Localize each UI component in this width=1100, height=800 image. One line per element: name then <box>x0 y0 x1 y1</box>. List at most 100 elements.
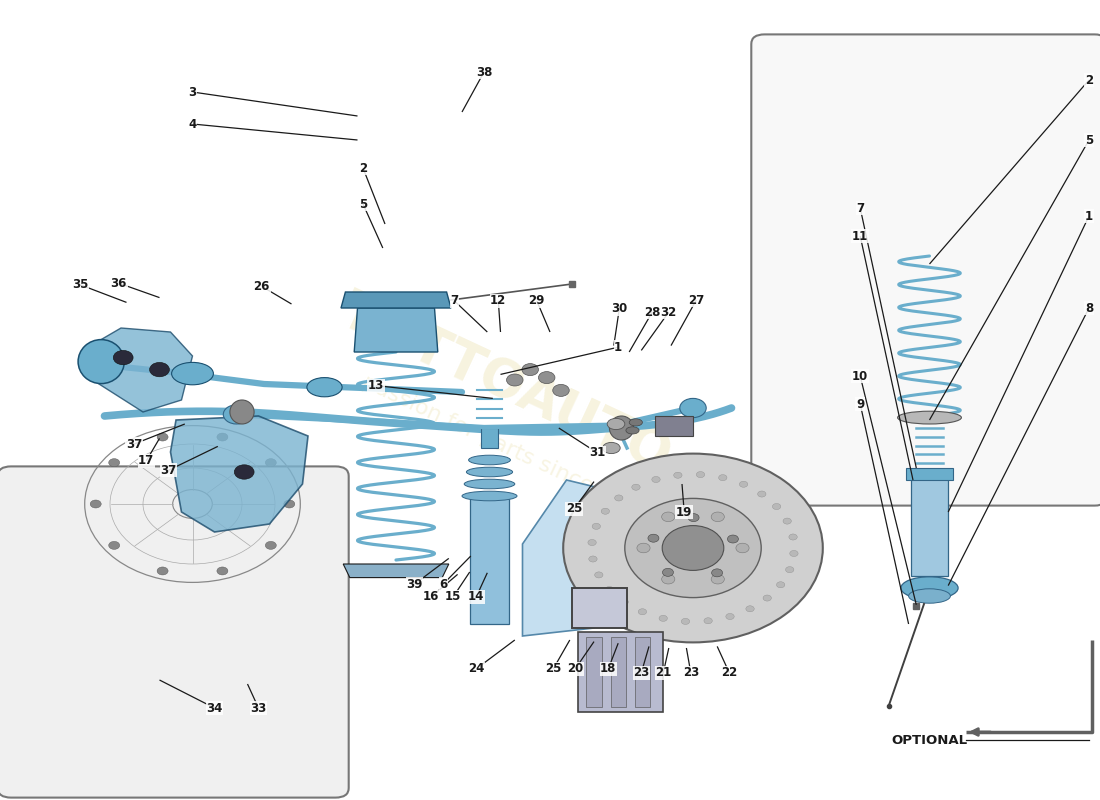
Ellipse shape <box>462 491 517 501</box>
Polygon shape <box>481 428 498 448</box>
Text: 8: 8 <box>1085 302 1093 314</box>
Circle shape <box>689 514 700 522</box>
Polygon shape <box>906 468 953 480</box>
Circle shape <box>662 568 673 576</box>
Circle shape <box>109 458 120 466</box>
Circle shape <box>777 582 784 588</box>
Text: 10: 10 <box>852 370 868 382</box>
Circle shape <box>662 526 724 570</box>
Ellipse shape <box>307 378 342 397</box>
Text: 12: 12 <box>491 294 506 307</box>
Circle shape <box>620 599 628 605</box>
Text: 29: 29 <box>529 294 544 307</box>
Text: passion for parts since 1995: passion for parts since 1995 <box>359 372 653 524</box>
Text: 1: 1 <box>614 341 623 354</box>
Circle shape <box>602 508 609 514</box>
Text: 35: 35 <box>73 278 88 291</box>
Circle shape <box>507 374 524 386</box>
Circle shape <box>605 586 614 593</box>
Ellipse shape <box>466 467 513 477</box>
Circle shape <box>652 477 660 482</box>
Text: 20: 20 <box>568 662 583 675</box>
Text: 5: 5 <box>359 198 367 210</box>
Text: 25: 25 <box>566 502 582 515</box>
Circle shape <box>704 618 713 624</box>
Circle shape <box>681 618 690 625</box>
Circle shape <box>625 498 761 598</box>
Text: 19: 19 <box>676 506 692 518</box>
Circle shape <box>673 472 682 478</box>
Circle shape <box>217 433 228 441</box>
Circle shape <box>563 454 823 642</box>
Text: 23: 23 <box>683 666 698 679</box>
Circle shape <box>727 535 738 543</box>
Circle shape <box>661 574 674 584</box>
Text: 1: 1 <box>1085 210 1093 222</box>
Circle shape <box>711 574 724 584</box>
Circle shape <box>638 609 647 614</box>
Text: 30: 30 <box>612 302 627 315</box>
Circle shape <box>712 569 723 577</box>
Polygon shape <box>911 472 948 576</box>
Ellipse shape <box>609 416 634 440</box>
Text: 37: 37 <box>161 464 176 477</box>
Polygon shape <box>470 496 509 624</box>
Ellipse shape <box>607 418 625 430</box>
Text: 36: 36 <box>111 277 126 290</box>
Circle shape <box>615 495 623 501</box>
Text: 33: 33 <box>251 702 266 714</box>
Polygon shape <box>343 564 449 578</box>
Circle shape <box>785 566 794 573</box>
Bar <box>586 637 602 707</box>
Text: 38: 38 <box>476 66 492 78</box>
Ellipse shape <box>230 400 254 424</box>
Circle shape <box>772 503 781 510</box>
Bar <box>635 637 650 707</box>
Circle shape <box>234 465 254 479</box>
Circle shape <box>157 433 168 441</box>
Circle shape <box>631 484 640 490</box>
FancyBboxPatch shape <box>751 34 1100 506</box>
Text: 23: 23 <box>634 666 649 679</box>
Circle shape <box>661 512 675 522</box>
Text: 14: 14 <box>469 590 484 603</box>
Text: 22: 22 <box>722 666 737 679</box>
Text: 32: 32 <box>661 306 676 318</box>
Circle shape <box>595 572 603 578</box>
Ellipse shape <box>469 455 510 465</box>
Text: 11: 11 <box>852 230 868 242</box>
Circle shape <box>736 543 749 553</box>
Text: 2: 2 <box>1085 74 1093 86</box>
Circle shape <box>763 595 771 601</box>
Circle shape <box>521 363 538 375</box>
Circle shape <box>711 512 724 522</box>
Text: 31: 31 <box>590 446 605 459</box>
Circle shape <box>726 614 734 619</box>
Circle shape <box>113 350 133 365</box>
Polygon shape <box>654 416 693 436</box>
Ellipse shape <box>464 479 515 489</box>
Circle shape <box>265 542 276 550</box>
Text: 9: 9 <box>856 398 865 410</box>
Circle shape <box>648 534 659 542</box>
Text: 7: 7 <box>856 202 865 214</box>
Text: 27: 27 <box>689 294 704 306</box>
Text: 7: 7 <box>450 294 459 307</box>
FancyBboxPatch shape <box>0 466 349 798</box>
Circle shape <box>592 523 601 530</box>
Circle shape <box>659 615 668 622</box>
Text: 34: 34 <box>207 702 222 714</box>
Ellipse shape <box>78 339 124 383</box>
Text: 37: 37 <box>126 438 142 450</box>
Circle shape <box>718 474 727 481</box>
Text: 6: 6 <box>439 578 448 590</box>
Circle shape <box>217 567 228 575</box>
Text: 18: 18 <box>601 662 616 675</box>
Polygon shape <box>94 328 192 412</box>
Circle shape <box>109 542 120 550</box>
Polygon shape <box>522 480 611 636</box>
Polygon shape <box>170 416 308 532</box>
Ellipse shape <box>898 411 961 424</box>
Text: 4: 4 <box>188 118 197 130</box>
Bar <box>578 632 663 712</box>
